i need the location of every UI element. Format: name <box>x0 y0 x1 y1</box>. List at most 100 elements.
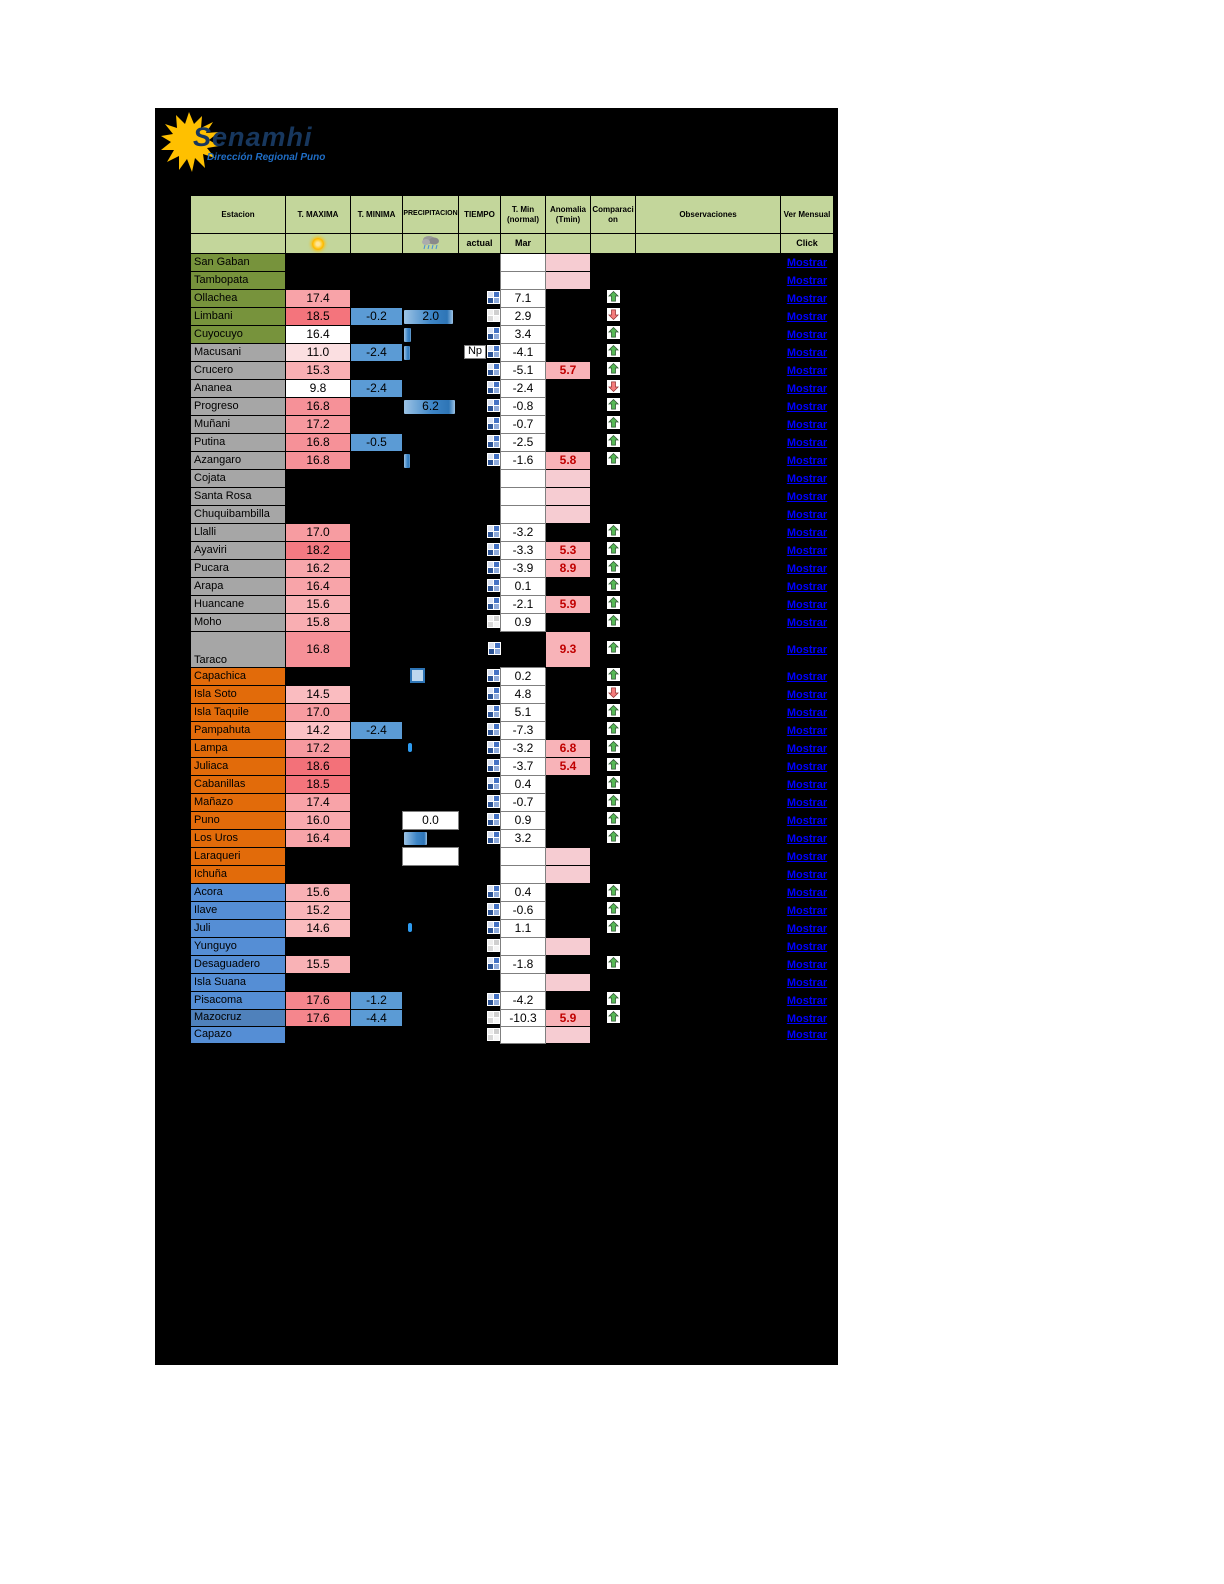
cell-tiempo <box>459 956 501 974</box>
mostrar-link[interactable]: Mostrar <box>786 851 828 864</box>
mostrar-link[interactable]: Mostrar <box>786 581 828 594</box>
precip-bar <box>404 309 453 324</box>
mostrar-link[interactable]: Mostrar <box>786 797 828 810</box>
mostrar-link[interactable]: Mostrar <box>786 815 828 828</box>
cell-precipitacion: 6.2 <box>403 398 459 416</box>
table-row: Ayaviri 18.2 -3.3 5.3 Mostrar <box>190 541 834 560</box>
weather-state-icon <box>487 399 500 413</box>
mostrar-link[interactable]: Mostrar <box>786 905 828 918</box>
subheader-cell <box>350 233 403 254</box>
cell-comparacion <box>591 1009 636 1027</box>
mostrar-link[interactable]: Mostrar <box>786 1029 828 1042</box>
mostrar-link[interactable]: Mostrar <box>786 275 828 288</box>
cell-observaciones <box>636 596 781 614</box>
cell-ver-mensual: Mostrar <box>781 956 834 974</box>
mostrar-link[interactable]: Mostrar <box>786 419 828 432</box>
mostrar-link[interactable]: Mostrar <box>786 869 828 882</box>
mostrar-link[interactable]: Mostrar <box>786 473 828 486</box>
mostrar-link[interactable]: Mostrar <box>786 563 828 576</box>
cell-observaciones <box>636 938 781 956</box>
mostrar-link[interactable]: Mostrar <box>786 1012 828 1025</box>
cell-t-maxima: 17.0 <box>285 703 351 722</box>
mostrar-link[interactable]: Mostrar <box>786 923 828 936</box>
cell-t-maxima <box>286 272 351 290</box>
precip-bar <box>403 453 411 468</box>
mostrar-link[interactable]: Mostrar <box>786 617 828 630</box>
mostrar-link[interactable]: Mostrar <box>786 995 828 1008</box>
mostrar-link[interactable]: Mostrar <box>786 509 828 522</box>
cell-t-min-normal: -3.3 <box>500 541 546 560</box>
weather-state-icon <box>487 1010 500 1024</box>
cell-tiempo <box>459 506 501 524</box>
cell-anomalia-tmin <box>546 902 591 920</box>
mostrar-link[interactable]: Mostrar <box>786 491 828 504</box>
mostrar-link[interactable]: Mostrar <box>786 311 828 324</box>
cell-ver-mensual: Mostrar <box>781 992 834 1010</box>
cell-precipitacion <box>403 704 459 722</box>
cell-observaciones <box>636 956 781 974</box>
mostrar-link[interactable]: Mostrar <box>786 743 828 756</box>
cell-tiempo <box>459 542 501 560</box>
cell-anomalia-tmin <box>545 937 591 956</box>
mostrar-link[interactable]: Mostrar <box>786 383 828 396</box>
cell-observaciones <box>636 542 781 560</box>
mostrar-link[interactable]: Mostrar <box>786 455 828 468</box>
precip-square-icon <box>409 668 425 684</box>
mostrar-link[interactable]: Mostrar <box>786 257 828 270</box>
table-row: Chuquibambilla Mostrar <box>190 505 834 524</box>
precip-bar <box>403 327 412 342</box>
weather-state-icon <box>487 795 500 809</box>
table-row: Acora 15.6 0.4 Mostrar <box>190 883 834 902</box>
table-row: Taraco 16.8 9.3 Mostrar <box>190 631 834 668</box>
cell-comparacion <box>591 830 636 848</box>
cell-comparacion <box>591 560 636 578</box>
cell-precipitacion <box>403 1026 459 1043</box>
cell-observaciones <box>636 560 781 578</box>
cell-t-maxima: 14.6 <box>285 919 351 938</box>
cell-observaciones <box>636 722 781 740</box>
mostrar-link[interactable]: Mostrar <box>786 725 828 738</box>
mostrar-link[interactable]: Mostrar <box>786 707 828 720</box>
cell-estacion: Laraqueri <box>190 847 286 866</box>
mostrar-link[interactable]: Mostrar <box>786 977 828 990</box>
mostrar-link[interactable]: Mostrar <box>786 941 828 954</box>
cell-comparacion <box>591 704 636 722</box>
mostrar-link[interactable]: Mostrar <box>786 347 828 360</box>
cell-estacion: Isla Taquile <box>190 703 286 722</box>
cell-precipitacion <box>403 758 459 776</box>
mostrar-link[interactable]: Mostrar <box>786 761 828 774</box>
subheader-cell <box>402 233 459 254</box>
cell-t-min-normal <box>500 1025 546 1044</box>
mostrar-link[interactable]: Mostrar <box>786 644 828 657</box>
cell-t-min-normal <box>500 847 546 866</box>
mostrar-link[interactable]: Mostrar <box>786 599 828 612</box>
cell-anomalia-tmin <box>546 434 591 452</box>
cell-ver-mensual: Mostrar <box>781 938 834 956</box>
cell-estacion: San Gaban <box>190 253 286 272</box>
cell-t-minima <box>351 704 403 722</box>
mostrar-link[interactable]: Mostrar <box>786 527 828 540</box>
col-header-t-maxima: T. MAXIMA <box>285 195 351 234</box>
mostrar-link[interactable]: Mostrar <box>786 779 828 792</box>
mostrar-link[interactable]: Mostrar <box>786 689 828 702</box>
mostrar-link[interactable]: Mostrar <box>786 545 828 558</box>
cell-precipitacion: 3 <box>403 830 459 848</box>
mostrar-link[interactable]: Mostrar <box>786 437 828 450</box>
mostrar-link[interactable]: Mostrar <box>786 401 828 414</box>
mostrar-link[interactable]: Mostrar <box>786 293 828 306</box>
mostrar-link[interactable]: Mostrar <box>786 671 828 684</box>
table-row: Laraqueri Mostrar <box>190 847 834 866</box>
mostrar-link[interactable]: Mostrar <box>786 365 828 378</box>
sun-icon <box>312 237 324 250</box>
mostrar-link[interactable]: Mostrar <box>786 959 828 972</box>
cell-precipitacion <box>403 524 459 542</box>
cell-precipitacion <box>403 416 459 434</box>
mostrar-link[interactable]: Mostrar <box>786 329 828 342</box>
mostrar-link[interactable]: Mostrar <box>786 887 828 900</box>
cell-precipitacion <box>403 488 459 506</box>
cell-ver-mensual: Mostrar <box>781 884 834 902</box>
cell-t-min-normal: -0.6 <box>500 901 546 920</box>
mostrar-link[interactable]: Mostrar <box>786 833 828 846</box>
sun-logo-icon <box>161 112 219 172</box>
cell-anomalia-tmin <box>546 794 591 812</box>
